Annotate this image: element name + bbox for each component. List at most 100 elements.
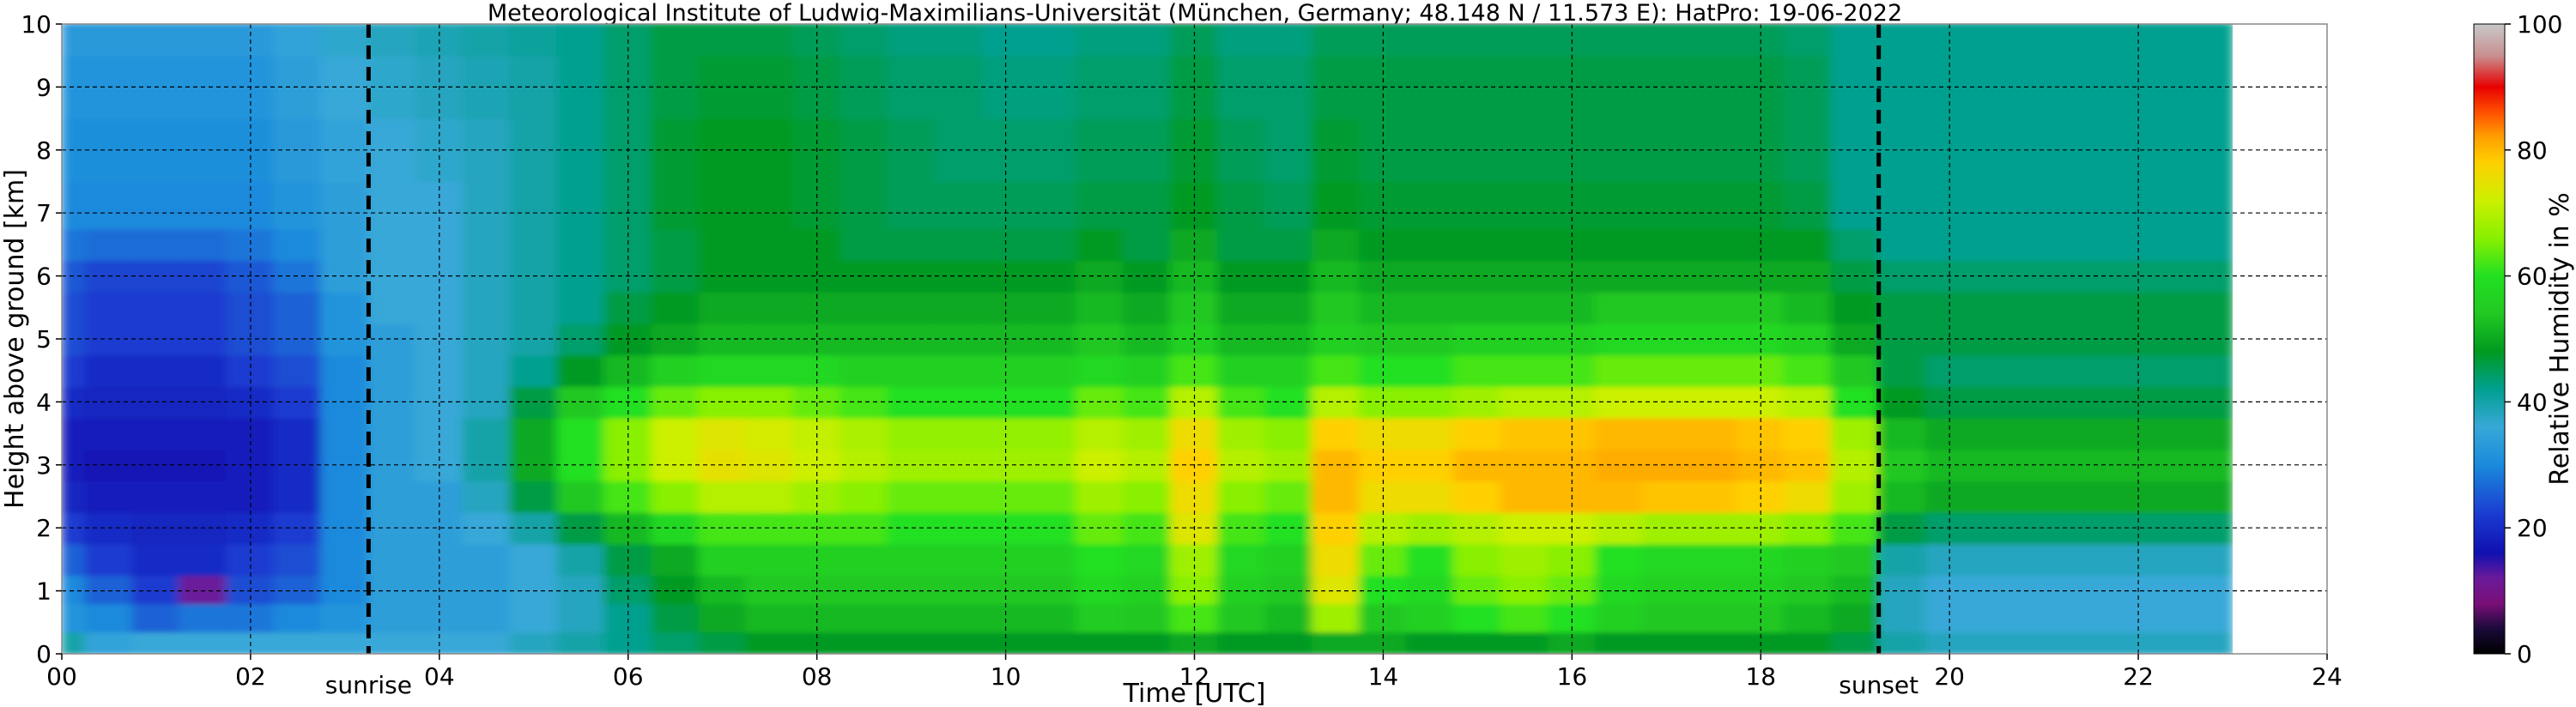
heatmap-cell <box>84 631 134 654</box>
heatmap-cell <box>698 416 748 450</box>
heatmap-cell <box>1641 631 1691 654</box>
heatmap-cell <box>367 385 417 419</box>
x-tick-label: 12 <box>1179 662 1210 691</box>
heatmap-cell <box>556 480 606 513</box>
heatmap-cell <box>509 354 559 388</box>
heatmap-cell <box>1877 416 1927 450</box>
heatmap-cell <box>1688 322 1738 356</box>
heatmap-cell <box>2019 24 2069 57</box>
heatmap-cell <box>1877 24 1927 57</box>
heatmap-cell <box>1830 416 1880 450</box>
heatmap-cell <box>1311 24 1361 57</box>
heatmap-cell <box>1641 227 1691 262</box>
heatmap-cell <box>934 24 984 57</box>
heatmap-cell <box>84 542 134 577</box>
heatmap-cell <box>1405 227 1455 262</box>
heatmap-cell <box>887 631 936 654</box>
heatmap-cell <box>1123 542 1173 577</box>
heatmap-cell <box>320 631 370 654</box>
heatmap-cell <box>1972 631 2021 654</box>
heatmap-cell <box>2208 602 2234 633</box>
heatmap-cell <box>462 602 512 633</box>
heatmap-cell <box>1028 631 1078 654</box>
heatmap-cell <box>1405 416 1455 450</box>
heatmap-cell <box>1405 542 1455 577</box>
heatmap-cell <box>651 227 700 262</box>
heatmap-cell <box>2208 227 2234 262</box>
heatmap-cell <box>1830 480 1880 513</box>
heatmap-cell <box>1641 24 1691 57</box>
heatmap-cell <box>84 290 134 324</box>
heatmap-cell <box>2019 574 2069 605</box>
heatmap-cell <box>1830 24 1880 57</box>
heatmap-cell <box>1972 290 2021 324</box>
heatmap-cell <box>1972 227 2021 262</box>
colorbar-gradient <box>2473 23 2506 655</box>
heatmap-cell <box>367 118 417 183</box>
heatmap-cell <box>1688 354 1738 388</box>
heatmap-cell <box>367 602 417 633</box>
heatmap-cell <box>131 180 181 230</box>
heatmap-cell <box>462 480 512 513</box>
heatmap-cell <box>887 574 936 605</box>
heatmap-cell <box>320 227 370 262</box>
heatmap-cell <box>887 542 936 577</box>
heatmap-cell <box>1500 227 1549 262</box>
heatmap-cell <box>2066 118 2116 183</box>
x-tick-label: 24 <box>2312 662 2343 691</box>
heatmap-cell <box>556 227 606 262</box>
heatmap-cell <box>2208 542 2234 577</box>
heatmap-cell <box>1830 290 1880 324</box>
heatmap-cell <box>1264 290 1313 324</box>
heatmap-cell <box>1311 180 1361 230</box>
heatmap-cell <box>320 180 370 230</box>
heatmap-cell <box>1688 480 1738 513</box>
heatmap-cell <box>1688 259 1738 293</box>
plot-area: sunrise sunset <box>61 23 2328 699</box>
heatmap-cell <box>1594 354 1644 388</box>
heatmap-cell <box>1405 180 1455 230</box>
heatmap-cell <box>84 354 134 388</box>
heatmap-cell <box>1641 416 1691 450</box>
heatmap-cell <box>1594 416 1644 450</box>
heatmap-cell <box>1311 354 1361 388</box>
heatmap-cell <box>367 416 417 450</box>
heatmap-cell <box>934 574 984 605</box>
heatmap-cell <box>1641 290 1691 324</box>
heatmap-cell <box>1311 290 1361 324</box>
heatmap-cell <box>1264 480 1313 513</box>
heatmap-cell <box>2208 180 2234 230</box>
heatmap-cell <box>1076 542 1125 577</box>
heatmap-cell <box>1264 385 1313 419</box>
heatmap-cell <box>273 480 323 513</box>
heatmap-cell <box>698 24 748 57</box>
heatmap-cell <box>839 416 889 450</box>
heatmap-cell <box>2161 542 2210 577</box>
heatmap-cell <box>131 354 181 388</box>
heatmap-cell <box>509 574 559 605</box>
heatmap-cell <box>179 416 228 450</box>
heatmap-cell <box>462 631 512 654</box>
heatmap-cell <box>839 542 889 577</box>
heatmap-cell <box>1688 602 1738 633</box>
heatmap-cell <box>1264 542 1313 577</box>
heatmap-cell <box>1877 354 1927 388</box>
heatmap-cell <box>462 416 512 450</box>
heatmap-cell <box>556 602 606 633</box>
heatmap-cell <box>1405 290 1455 324</box>
heatmap-cell <box>1783 416 1833 450</box>
heatmap-cell <box>1452 290 1502 324</box>
heatmap-cell <box>1311 416 1361 450</box>
heatmap-cell <box>651 180 700 230</box>
heatmap-cell <box>62 480 87 513</box>
heatmap-cell <box>1264 322 1313 356</box>
heatmap-cell <box>1028 416 1078 450</box>
heatmap-cell <box>745 542 795 577</box>
heatmap-cell <box>556 416 606 450</box>
heatmap-cell <box>367 322 417 356</box>
heatmap-cell <box>1452 354 1502 388</box>
heatmap-cell <box>179 480 228 513</box>
heatmap-cell <box>273 180 323 230</box>
heatmap-cell <box>887 227 936 262</box>
heatmap-cell <box>934 542 984 577</box>
